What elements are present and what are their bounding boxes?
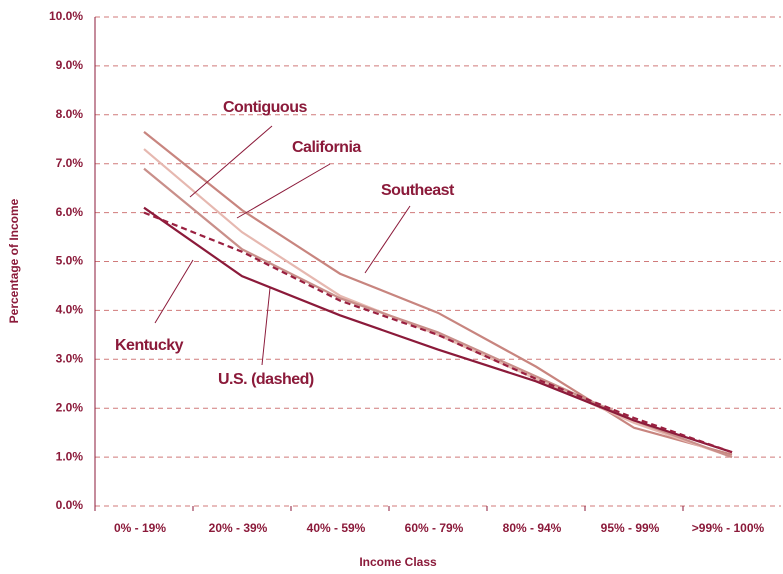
x-tick-label: 20% - 39% [209,521,268,535]
x-tick-label: 80% - 94% [503,521,562,535]
series-line [143,206,733,454]
x-tick-label: 60% - 79% [405,521,464,535]
x-tick-label: >99% - 100% [692,521,765,535]
leader-line [364,205,411,274]
y-tick-label: 1.0% [56,449,84,463]
leader-line [154,259,194,324]
series-annotation: Contiguous [223,99,307,116]
y-axis-label: Percentage of Income [7,198,21,323]
series-line [143,131,733,456]
y-tick-label: 9.0% [56,58,84,72]
x-axis-label: Income Class [359,555,437,569]
y-tick-label: 2.0% [56,400,84,414]
y-tick-label: 10.0% [49,9,83,23]
y-tick-label: 8.0% [56,107,84,121]
x-tick-label: 0% - 19% [114,521,166,535]
y-tick-label: 5.0% [56,254,84,268]
x-tick-label: 40% - 59% [307,521,366,535]
x-tick-label: 95% - 99% [601,521,660,535]
series-line [143,211,733,454]
leader-line [261,287,271,366]
series-annotation: U.S. (dashed) [218,371,314,388]
series-line [143,148,733,459]
y-tick-label: 0.0% [56,498,84,512]
y-tick-label: 7.0% [56,156,84,170]
series-annotation: Kentucky [115,337,184,354]
y-tick-label: 6.0% [56,205,84,219]
series-annotation: Southeast [381,182,455,199]
leader-line [189,125,273,198]
series-annotation: California [292,139,361,156]
y-tick-label: 4.0% [56,303,84,317]
leader-line [236,163,331,219]
y-tick-label: 3.0% [56,351,84,365]
